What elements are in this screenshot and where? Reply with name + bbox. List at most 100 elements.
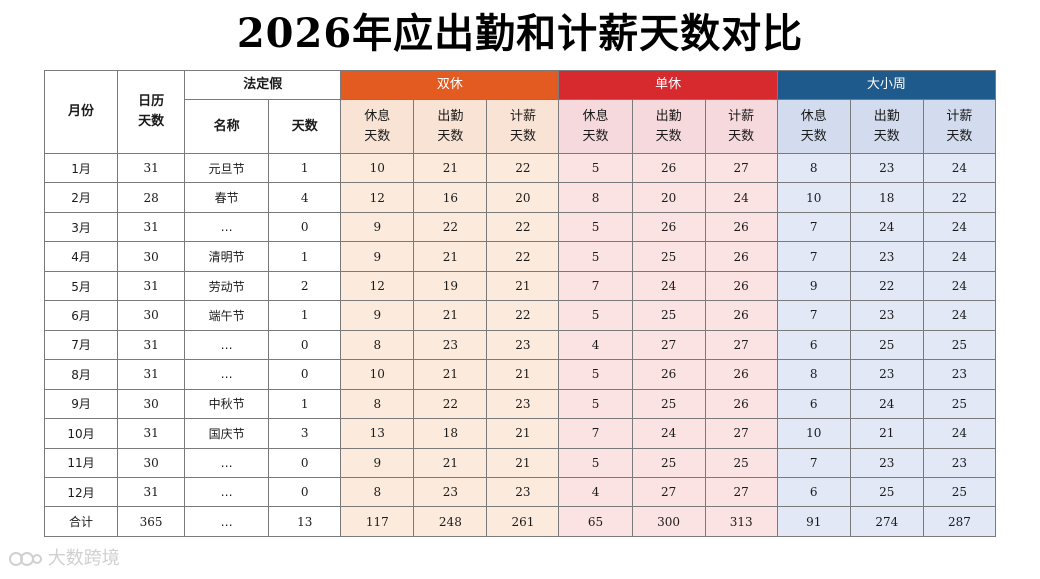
single-paid-days-cell: 26 [704,300,778,331]
single-work-days-header: 出勤 天数 [631,99,706,154]
single-rest-days-cell: 5 [558,152,633,184]
double-rest-days-cell: 8 [340,329,415,361]
table-row: 9月 30 中秋节 1 8 22 23 5 25 26 6 24 25 [43,388,997,420]
single-work-days-cell: 26 [631,359,706,390]
single-rest-group-header: 单休 [558,70,778,100]
calendar-days-cell: 31 [117,270,186,302]
single-work-days-cell: 27 [631,476,706,508]
double-work-days-cell: 21 [413,359,488,390]
bigsmall-work-days-cell: 23 [849,359,924,390]
holiday-group-header: 法定假 [184,70,342,100]
calendar-days-cell: 30 [117,300,186,331]
single-rest-days-cell: 5 [558,300,633,331]
double-work-days-cell: 19 [413,270,488,302]
table-row: 6月 30 端午节 1 9 21 22 5 25 26 7 23 24 [43,300,997,331]
calendar-days-cell: 31 [117,152,186,184]
single-rest-days-cell: 7 [558,270,633,302]
double-paid-days-cell: 22 [486,152,560,184]
bigsmall-paid-days-cell: 23 [922,359,997,390]
single-work-days-cell: 300 [631,506,706,537]
bigsmall-rest-days-cell: 7 [776,211,851,243]
double-rest-group-header: 双休 [340,70,560,100]
calendar-days-cell: 31 [117,476,186,508]
bigsmall-paid-days-cell: 25 [922,388,997,420]
single-work-days-cell: 24 [631,270,706,302]
watermark-text: 大数跨境 [47,548,120,569]
double-work-days-cell: 23 [413,329,488,361]
holiday-days-cell: 1 [268,300,342,331]
double-rest-days-cell: 10 [340,152,415,184]
holiday-name-cell: … [184,506,270,537]
single-paid-days-header: 计薪 天数 [704,99,778,154]
month-cell: 3月 [43,211,119,243]
bigsmall-rest-days-cell: 9 [776,270,851,302]
double-rest-days-header: 休息 天数 [340,99,415,154]
single-paid-days-cell: 26 [704,359,778,390]
calendar-days-cell: 30 [117,447,186,478]
holiday-days-cell: 4 [268,182,342,213]
bigsmall-rest-days-cell: 91 [776,506,851,537]
bigsmall-work-days-cell: 25 [849,329,924,361]
single-paid-days-cell: 26 [704,211,778,243]
double-paid-days-cell: 23 [486,476,560,508]
month-cell: 7月 [43,329,119,361]
double-paid-days-cell: 21 [486,418,560,449]
month-cell: 1月 [43,152,119,184]
big-small-week-group-header: 大小周 [776,70,997,100]
single-rest-days-cell: 5 [558,447,633,478]
holiday-name-cell: 端午节 [184,300,270,331]
bigsmall-paid-days-cell: 24 [922,152,997,184]
bigsmall-paid-days-cell: 25 [922,329,997,361]
double-paid-days-cell: 22 [486,241,560,272]
double-work-days-header: 出勤 天数 [413,99,488,154]
bigsmall-rest-days-cell: 10 [776,182,851,213]
bigsmall-paid-days-cell: 22 [922,182,997,213]
bigsmall-work-days-cell: 23 [849,300,924,331]
double-paid-days-cell: 21 [486,270,560,302]
single-paid-days-cell: 25 [704,447,778,478]
double-work-days-cell: 21 [413,300,488,331]
bigsmall-work-days-cell: 23 [849,447,924,478]
double-work-days-cell: 248 [413,506,488,537]
attendance-table: 月份 日历 天数 法定假 双休 单休 大小周 名称 天数 休息 天数 出勤 天数… [43,70,997,537]
single-paid-days-cell: 27 [704,329,778,361]
double-work-days-cell: 22 [413,211,488,243]
table-row: 8月 31… 0 10 21 21 5 26 26 8 23 23 [43,359,997,390]
bigsmall-work-days-cell: 23 [849,152,924,184]
month-cell: 12月 [43,476,119,508]
bigsmall-work-days-cell: 24 [849,211,924,243]
double-work-days-cell: 22 [413,388,488,420]
double-work-days-cell: 21 [413,447,488,478]
bigsmall-work-days-cell: 22 [849,270,924,302]
bigsmall-paid-days-cell: 287 [922,506,997,537]
double-rest-days-cell: 9 [340,241,415,272]
single-work-days-cell: 26 [631,152,706,184]
table-row: 1月 31 元旦节 1 10 21 22 5 26 27 8 23 24 [43,152,997,184]
single-paid-days-cell: 27 [704,476,778,508]
single-work-days-cell: 25 [631,447,706,478]
single-paid-days-cell: 27 [704,152,778,184]
single-rest-days-cell: 8 [558,182,633,213]
calendar-days-cell: 31 [117,418,186,449]
bigsmall-work-days-cell: 24 [849,388,924,420]
holiday-days-cell: 0 [268,329,342,361]
month-cell: 6月 [43,300,119,331]
holiday-name-cell: 国庆节 [184,418,270,449]
holiday-name-cell: … [184,329,270,361]
calendar-days-cell: 365 [117,506,186,537]
table-row: 2月 28 春节 4 12 16 20 8 20 24 10 18 22 [43,182,997,213]
holiday-name-cell: 清明节 [184,241,270,272]
holiday-name-cell: … [184,211,270,243]
bigsmall-paid-days-cell: 24 [922,270,997,302]
double-work-days-cell: 18 [413,418,488,449]
double-rest-days-cell: 8 [340,388,415,420]
table-row: 10月 31 国庆节 3 13 18 21 7 24 27 10 21 24 [43,418,997,449]
holiday-days-cell: 1 [268,152,342,184]
single-rest-days-cell: 5 [558,241,633,272]
month-cell: 11月 [43,447,119,478]
holiday-days-cell: 2 [268,270,342,302]
double-rest-days-cell: 9 [340,211,415,243]
single-paid-days-cell: 313 [704,506,778,537]
bigsmall-rest-days-cell: 6 [776,329,851,361]
total-row: 合计 365… 13 117 248 261 65 300 313 91 274 287 [43,506,997,537]
